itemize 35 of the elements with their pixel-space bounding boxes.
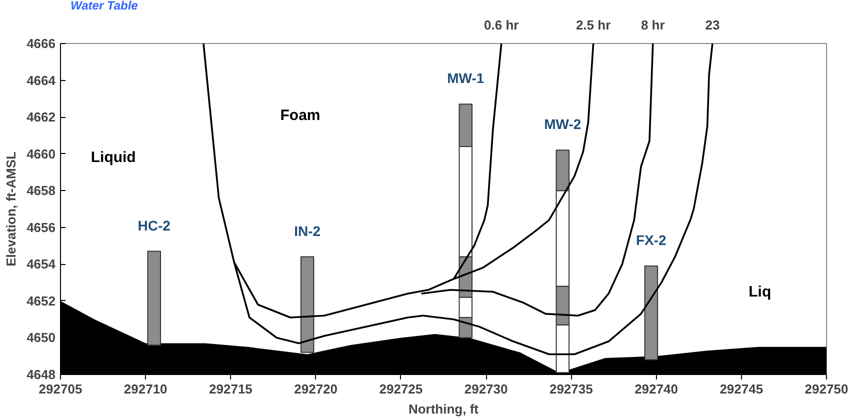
text: Water Table — [70, 0, 138, 12]
annotation: Liquid — [90, 148, 136, 166]
data-label: MW-2 — [544, 116, 582, 132]
y-tick-label: 4650 — [26, 330, 56, 346]
y-axis-title: Elevation, ft-AMSL — [4, 152, 19, 266]
x-tick-label: 292705 — [38, 382, 82, 396]
x-tick-label: 292710 — [124, 382, 168, 396]
x-tick-label: 292735 — [549, 382, 593, 396]
x-axis-title: Northing, ft — [408, 402, 480, 416]
y-tick-label: 4660 — [26, 146, 56, 162]
x-tick-label: 292750 — [804, 382, 848, 396]
data-label: FX-2 — [636, 232, 667, 248]
data-label: MW-1 — [447, 70, 484, 86]
y-tick-label: 4656 — [26, 220, 56, 235]
series-label: 8 hr — [640, 18, 665, 32]
x-tick-label: 292715 — [209, 382, 252, 396]
y-tick-label: 4662 — [26, 110, 56, 125]
x-tick-label: 292725 — [379, 382, 423, 396]
series-label: 23 — [705, 18, 720, 32]
data-label: IN-2 — [294, 222, 321, 239]
annotation: Liq — [748, 283, 772, 300]
x-tick-label: 292740 — [634, 382, 678, 396]
x-tick-label: 292720 — [294, 382, 338, 396]
y-tick-label: 4654 — [26, 256, 56, 272]
annotation: Foam — [280, 106, 320, 124]
y-tick-label: 4666 — [26, 36, 56, 51]
y-tick-label: 4652 — [26, 293, 56, 308]
x-tick-label: 292730 — [464, 382, 508, 396]
y-tick-label: 4648 — [26, 367, 56, 382]
y-tick-label: 4664 — [26, 72, 56, 88]
y-tick-label: 4658 — [26, 183, 56, 198]
series-label: 0.6 hr — [484, 18, 519, 32]
data-label: HC-2 — [138, 217, 171, 234]
x-tick-label: 292745 — [720, 382, 764, 396]
series-label: 2.5 hr — [576, 18, 611, 32]
